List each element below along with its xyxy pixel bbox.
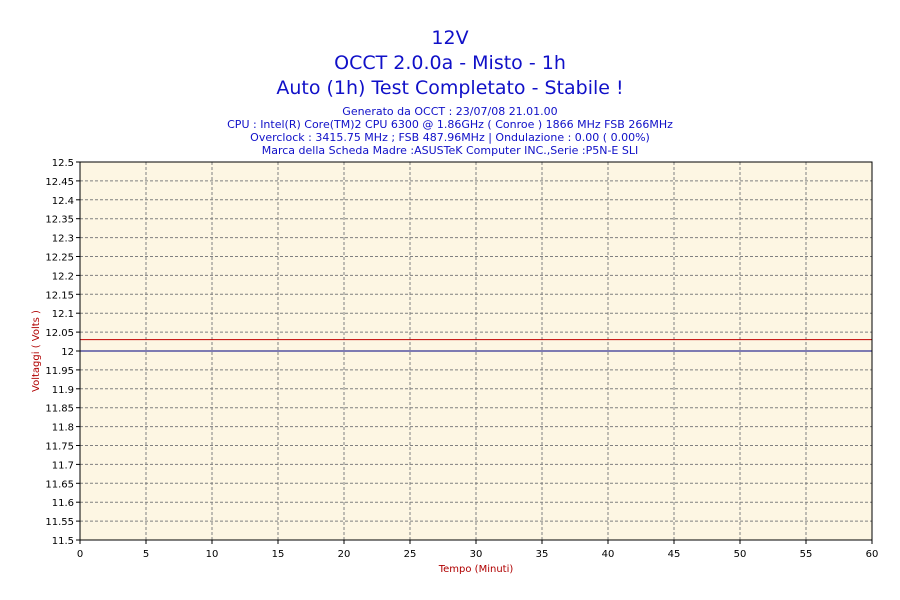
y-tick-label: 11.85 [45,404,74,415]
y-tick-label: 12.3 [52,234,74,245]
y-tick-label: 11.75 [45,442,74,453]
y-tick-label: 12 [61,347,74,358]
y-axis-title: Voltaggi ( Volts ) [31,310,42,392]
info-overclock: Overclock : 3415.75 MHz ; FSB 487.96MHz … [250,131,650,144]
x-tick-label: 20 [338,549,351,560]
x-tick-label: 0 [77,549,83,560]
x-tick-label: 50 [734,549,747,560]
x-tick-label: 30 [470,549,483,560]
x-tick-label: 10 [206,549,219,560]
y-tick-label: 11.55 [45,517,74,528]
y-tick-label: 11.8 [52,423,74,434]
x-tick-label: 60 [866,549,879,560]
y-tick-label: 11.95 [45,366,74,377]
x-tick-label: 40 [602,549,615,560]
x-tick-label: 15 [272,549,285,560]
chart-subtitle-test: OCCT 2.0.0a - Misto - 1h [334,52,566,74]
series-lines [80,339,872,352]
y-tick-label: 12.35 [45,215,74,226]
info-cpu: CPU : Intel(R) Core(TM)2 CPU 6300 @ 1.86… [227,118,673,131]
y-tick-label: 12.05 [45,328,74,339]
y-tick-label: 12.2 [52,271,74,282]
x-tick-label: 5 [143,549,149,560]
y-tick-label: 11.7 [52,460,74,471]
chart-header: 12V OCCT 2.0.0a - Misto - 1h Auto (1h) T… [0,0,900,157]
x-tick-label: 35 [536,549,549,560]
y-tick-label: 12.15 [45,290,74,301]
x-tick-label: 25 [404,549,417,560]
x-tick-label: 55 [800,549,813,560]
y-tick-label: 11.65 [45,479,74,490]
y-tick-label: 12.4 [52,196,74,207]
y-tick-label: 12.5 [52,158,74,169]
chart-subtitle-status: Auto (1h) Test Completato - Stabile ! [276,77,624,99]
y-tick-label: 12.1 [52,309,74,320]
y-tick-label: 11.6 [52,498,74,509]
y-axis-ticks: 11.5 11.55 11.6 11.65 11.7 11.75 11.8 11.85 11.9… [45,158,80,547]
info-motherboard: Marca della Scheda Madre :ASUSTeK Comput… [261,144,639,157]
y-tick-label: 12.25 [45,253,74,264]
x-axis-title: Tempo (Minuti) [438,564,514,575]
x-tick-label: 45 [668,549,681,560]
chart-title: 12V [431,27,469,49]
y-tick-label: 11.9 [52,385,74,396]
info-generated: Generato da OCCT : 23/07/08 21.01.00 [342,105,558,118]
x-axis-ticks: 0 5 10 15 20 25 30 35 40 45 50 55 60 [77,540,879,560]
y-tick-label: 11.5 [52,536,74,547]
y-tick-label: 12.45 [45,177,74,188]
